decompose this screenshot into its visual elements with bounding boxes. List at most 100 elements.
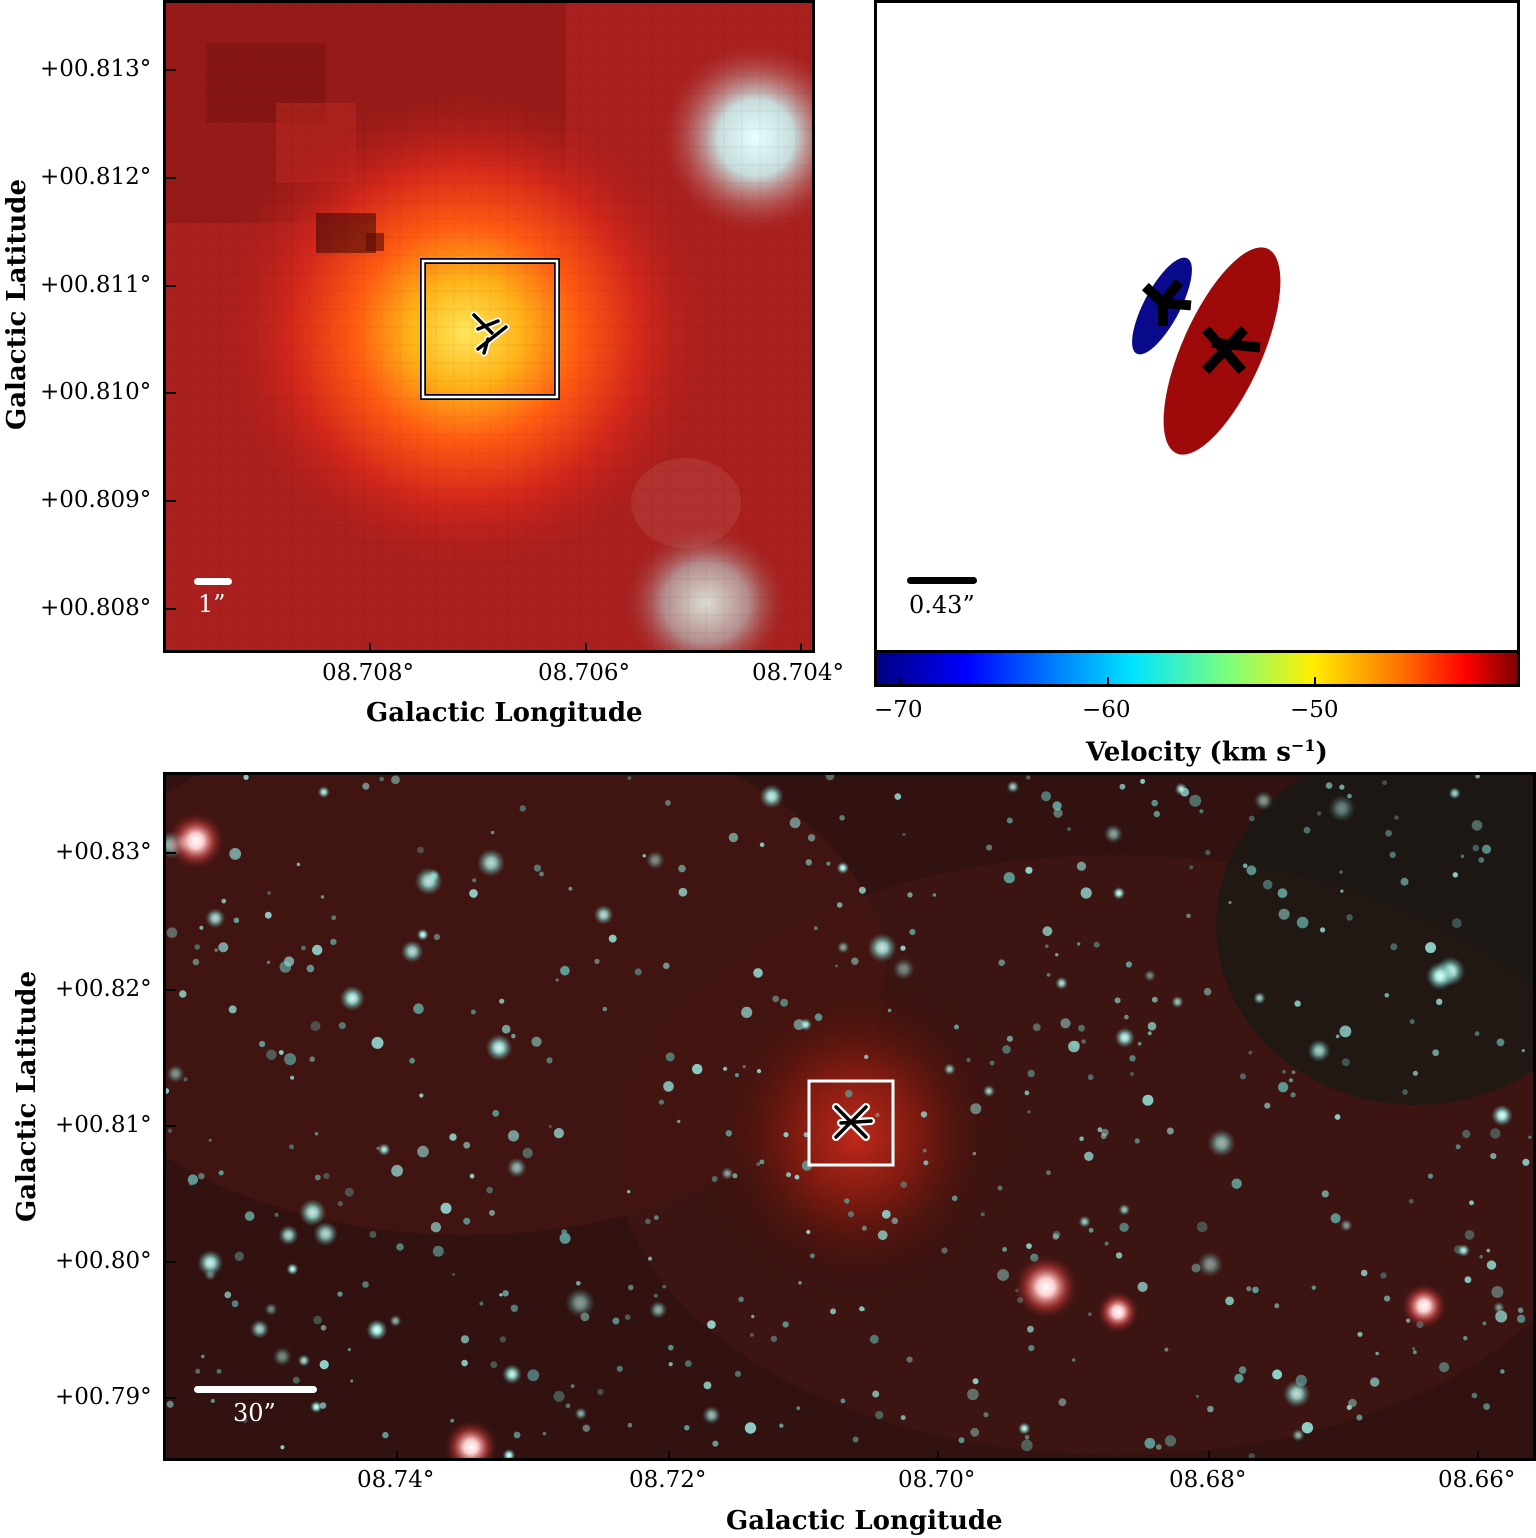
field-star bbox=[1469, 1200, 1474, 1206]
field-star bbox=[486, 1186, 493, 1194]
field-star bbox=[1346, 914, 1353, 921]
field-star bbox=[845, 1089, 853, 1098]
field-star bbox=[1412, 1350, 1417, 1355]
field-star bbox=[1500, 1369, 1505, 1374]
red-component-marker bbox=[1201, 325, 1261, 375]
wide-field-image bbox=[166, 775, 1533, 1458]
zoom-y-tick bbox=[166, 69, 176, 71]
field-star bbox=[806, 1229, 811, 1235]
field-star bbox=[1189, 794, 1202, 807]
field-star bbox=[1042, 926, 1053, 937]
field-star bbox=[662, 1284, 667, 1289]
field-star bbox=[972, 1151, 977, 1156]
field-star bbox=[721, 1167, 734, 1180]
field-star bbox=[1046, 973, 1051, 977]
field-star bbox=[1155, 1444, 1162, 1450]
zoom-y-tick-label: +00.813° bbox=[40, 56, 152, 82]
field-star bbox=[461, 1359, 468, 1367]
field-star bbox=[954, 1024, 959, 1030]
field-star bbox=[1006, 817, 1013, 824]
field-star bbox=[1027, 1069, 1035, 1078]
field-star bbox=[835, 964, 839, 968]
field-star bbox=[1024, 1434, 1030, 1440]
field-star bbox=[783, 1132, 789, 1138]
field-star bbox=[1482, 1321, 1487, 1326]
field-star bbox=[417, 1145, 429, 1158]
field-star bbox=[362, 782, 370, 790]
field-star bbox=[166, 1064, 185, 1083]
field-star bbox=[723, 1066, 728, 1071]
field-star bbox=[1478, 857, 1485, 863]
field-star bbox=[166, 1400, 174, 1408]
field-star bbox=[244, 1211, 255, 1221]
wide-y-tick bbox=[166, 1261, 176, 1263]
field-star bbox=[344, 1187, 354, 1197]
field-star bbox=[214, 948, 218, 952]
field-star bbox=[1339, 1219, 1353, 1232]
field-star bbox=[371, 1036, 384, 1049]
field-star bbox=[1384, 1295, 1391, 1302]
field-star bbox=[1052, 1233, 1059, 1240]
field-star bbox=[1491, 1104, 1513, 1127]
field-star bbox=[958, 1437, 965, 1444]
field-star bbox=[1517, 1307, 1524, 1314]
field-star bbox=[1452, 872, 1459, 878]
field-star bbox=[542, 1431, 547, 1436]
field-star bbox=[553, 1390, 565, 1402]
field-star bbox=[1189, 865, 1194, 870]
field-star bbox=[1197, 1251, 1224, 1278]
field-star bbox=[1426, 962, 1455, 991]
field-star bbox=[1129, 1071, 1134, 1077]
field-star bbox=[195, 1368, 201, 1374]
field-star bbox=[1238, 1366, 1247, 1374]
field-star bbox=[1321, 1190, 1329, 1198]
field-star bbox=[902, 832, 906, 837]
field-star bbox=[1282, 1379, 1311, 1408]
field-star bbox=[1144, 1437, 1156, 1449]
field-star bbox=[416, 928, 429, 941]
field-star bbox=[887, 1008, 892, 1013]
field-star bbox=[1246, 865, 1257, 876]
field-star bbox=[989, 1060, 995, 1066]
field-star bbox=[1516, 1314, 1526, 1323]
field-star bbox=[1491, 1286, 1504, 1298]
field-star bbox=[658, 1099, 664, 1105]
field-star bbox=[1125, 961, 1132, 968]
field-star bbox=[627, 1190, 631, 1194]
field-star bbox=[272, 1347, 292, 1367]
field-star bbox=[301, 945, 306, 951]
field-star bbox=[1471, 1392, 1478, 1399]
velocity-scale-label: 0.43” bbox=[909, 591, 975, 619]
field-star bbox=[531, 1036, 542, 1047]
field-star bbox=[417, 846, 424, 854]
field-star bbox=[559, 1232, 571, 1244]
field-star bbox=[243, 775, 249, 780]
field-star bbox=[799, 1018, 812, 1031]
zoom-y-axis-title: Galactic Latitude bbox=[2, 178, 32, 430]
field-star bbox=[284, 956, 295, 967]
field-star bbox=[982, 1085, 996, 1098]
field-star bbox=[1479, 1254, 1483, 1259]
wide-x-tick-label: 08.74° bbox=[357, 1467, 435, 1493]
field-star bbox=[323, 1172, 330, 1180]
colorbar-title-sup: −1 bbox=[1290, 736, 1316, 755]
field-star bbox=[1003, 872, 1015, 884]
zoom-x-tick bbox=[585, 643, 587, 653]
field-star bbox=[1294, 1000, 1301, 1007]
zoom-image-panel: 1” bbox=[163, 0, 815, 653]
zoom-x-tick-label: 08.706° bbox=[538, 660, 630, 686]
field-star bbox=[1006, 1035, 1014, 1042]
wide-source-marker bbox=[832, 1103, 875, 1141]
field-star bbox=[350, 1379, 354, 1383]
field-star bbox=[1166, 1127, 1174, 1135]
field-star bbox=[389, 1314, 402, 1327]
field-star bbox=[756, 1069, 762, 1074]
wide-x-axis-title: Galactic Longitude bbox=[726, 1506, 1003, 1536]
field-star bbox=[167, 1128, 173, 1133]
field-star bbox=[922, 1148, 927, 1153]
field-star bbox=[489, 1209, 495, 1216]
field-star bbox=[330, 938, 337, 946]
field-star bbox=[1228, 900, 1232, 905]
field-star bbox=[1463, 1336, 1468, 1341]
field-star bbox=[702, 1406, 721, 1425]
